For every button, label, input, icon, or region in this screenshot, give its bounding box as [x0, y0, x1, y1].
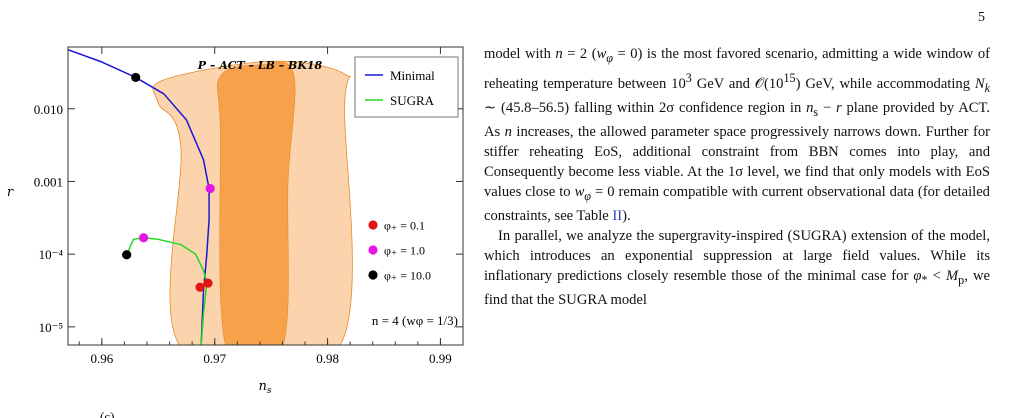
contour-1sigma: [216, 61, 296, 345]
x-tick-label: 0.96: [90, 351, 113, 366]
figure-chart: 0.96 0.97 0.98 0.99 10⁻⁵ 10⁻⁴ 0.001 0.010 P – A…: [7, 46, 464, 418]
data-point: [139, 233, 149, 243]
y-tick-label: 0.001: [34, 174, 63, 189]
x-axis-label: ns: [259, 379, 272, 396]
x-tick-label: 0.99: [429, 351, 452, 366]
legend-sugra-label: SUGRA: [390, 93, 435, 108]
plot-frame: [67, 46, 464, 346]
y-tick-label: 10⁻⁵: [39, 320, 63, 335]
point-legend-label: φ₊ = 0.1: [384, 219, 425, 233]
series-sugra-line: [125, 237, 208, 345]
data-point: [203, 278, 213, 288]
data-point: [195, 282, 205, 292]
paragraph-2: In parallel, we analyze the supergravity…: [484, 228, 990, 309]
y-tick-label: 10⁻⁴: [39, 247, 64, 262]
point-legend-label: φ₊ = 1.0: [384, 244, 425, 258]
data-point: [122, 250, 132, 260]
body-text: model with n = 2 (wφ = 0) is the most fa…: [484, 44, 990, 311]
y-axis-label: r: [7, 185, 14, 200]
point-legend-marker: [368, 220, 378, 230]
y-tick-label: 0.010: [34, 102, 63, 117]
legend-minimal-label: Minimal: [390, 68, 435, 83]
figure-caption-fragment: (c): [100, 409, 114, 418]
point-legend: φ₊ = 0.1 φ₊ = 1.0 φ₊ = 10.0: [368, 219, 431, 283]
point-legend-label: φ₊ = 10.0: [384, 269, 431, 283]
series-minimal-line: [68, 48, 210, 345]
paragraph-1: model with n = 2 (wφ = 0) is the most fa…: [484, 46, 990, 225]
annotation-eos: n = 4 (wφ = 1/3): [372, 313, 458, 328]
legend-box: Minimal SUGRA: [354, 56, 459, 118]
data-point: [205, 183, 215, 194]
chart-title: P – ACT – LB – BK18: [197, 59, 323, 72]
x-tick-label: 0.97: [203, 351, 226, 366]
page-number: 5: [978, 10, 985, 25]
data-point: [131, 72, 141, 83]
table-ref-link[interactable]: II: [612, 208, 623, 225]
point-legend-marker: [368, 270, 378, 280]
x-tick-label: 0.98: [316, 351, 339, 366]
point-legend-marker: [368, 245, 378, 255]
